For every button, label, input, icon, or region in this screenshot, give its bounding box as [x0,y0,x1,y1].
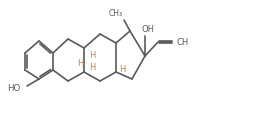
Text: CH: CH [176,38,188,46]
Text: H: H [88,51,95,59]
Text: HO: HO [7,84,20,93]
Text: H: H [77,59,83,69]
Text: H: H [118,65,125,73]
Text: CH₃: CH₃ [108,9,122,18]
Text: OH: OH [141,25,154,34]
Text: H: H [88,64,95,72]
